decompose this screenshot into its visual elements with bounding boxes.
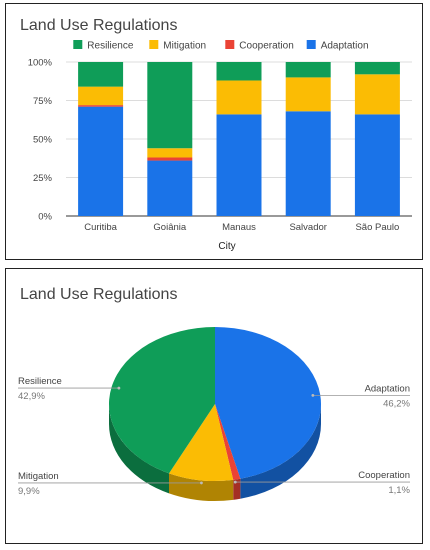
pie-value-adaptation: 46,2% [383,398,410,409]
y-tick-label: 100% [28,58,53,69]
bar-segment-salvador-resilience [285,62,331,78]
pie-chart-panel: Land Use Regulations Adaptation 46,2% Coop… [5,268,423,544]
legend-label-resilience: Resilience [87,41,134,52]
legend-swatch-mitigation [149,40,159,49]
x-tick-label-curitiba: Curitiba [84,222,117,233]
pie-leader-dot-mitigation [200,481,203,485]
bar-segment-curitiba-mitigation [78,86,124,106]
bar-chart-title: Land Use Regulations [20,17,177,34]
pie-value-resilience: 42,9% [18,391,45,402]
x-axis-title: City [218,241,235,252]
bar-segment-goiania-cooperation [147,157,193,161]
pie-label-cooperation: Cooperation [358,470,410,481]
pie-side-adaptation [240,404,321,499]
legend-label-cooperation: Cooperation [239,41,293,52]
legend-label-mitigation: Mitigation [163,41,206,52]
pie-leader-dot-cooperation [233,480,237,484]
bar-segment-salvador-mitigation [285,77,331,112]
pie-leader-dot-resilience [117,386,121,390]
pie-slice-cooperation [215,404,241,480]
bar-segment-curitiba-resilience [78,62,124,87]
bar-segment-curitiba-cooperation [78,105,124,107]
bar-segment-sao-paulo-mitigation [354,74,400,115]
pie-chart-labels: Adaptation 46,2% Cooperation 1,1% Mitigation… [18,376,411,497]
pie-side-cooperation [233,478,241,500]
pie-slice-resilience [109,327,215,474]
legend-swatch-cooperation [225,40,235,49]
y-tick-label: 25% [33,173,53,184]
x-tick-label-salvador: Salvador [289,222,327,233]
bar-segment-sao-paulo-adaptation [354,114,400,216]
pie-chart: Land Use Regulations Adaptation 46,2% Coop… [18,286,411,501]
pie-side-resilience [109,404,170,494]
bar-segment-goiania-adaptation [147,160,193,216]
legend-swatch-resilience [73,40,83,49]
bar-chart-panel: Land Use Regulations Resilience Mitigatio… [5,3,423,260]
pie-chart-title: Land Use Regulations [20,286,177,303]
bar-chart-ticks: 0% 25% 50% 75% 100% Curitiba Goiânia Manaus Salv… [28,58,400,234]
bar-chart-bars [78,62,400,216]
pie-slice-mitigation [169,404,234,481]
bar-segment-manaus-resilience [216,62,262,81]
y-tick-label: 75% [33,96,53,107]
x-tick-label-sao-paulo: São Paulo [355,222,399,233]
pie-label-adaptation: Adaptation [365,383,410,394]
pie-value-cooperation: 1,1% [388,485,410,496]
y-tick-label: 50% [33,135,53,146]
bar-segment-curitiba-adaptation [78,106,124,216]
y-tick-label: 0% [38,212,52,223]
pie-value-mitigation: 9,9% [18,486,40,497]
bar-segment-manaus-mitigation [216,80,262,115]
pie-side-mitigation [169,473,234,501]
bar-segment-salvador-adaptation [285,111,331,216]
legend-label-adaptation: Adaptation [321,41,369,52]
bar-segment-sao-paulo-resilience [354,62,400,75]
bar-segment-manaus-adaptation [216,114,262,216]
x-tick-label-manaus: Manaus [222,222,256,233]
pie-leader-dot-adaptation [311,393,315,397]
bar-segment-goiania-resilience [147,62,193,149]
pie-label-mitigation: Mitigation [18,471,59,482]
bar-chart-legend: Resilience Mitigation Cooperation Adaptatio… [73,40,369,52]
pie-chart-body [109,327,321,501]
bar-segment-goiania-mitigation [147,148,193,158]
pie-label-resilience: Resilience [18,376,62,387]
legend-swatch-adaptation [306,40,316,49]
x-tick-label-goiania: Goiânia [153,222,186,233]
stacked-bar-chart: Land Use Regulations Resilience Mitigatio… [20,17,412,252]
pie-slice-adaptation [215,327,321,479]
